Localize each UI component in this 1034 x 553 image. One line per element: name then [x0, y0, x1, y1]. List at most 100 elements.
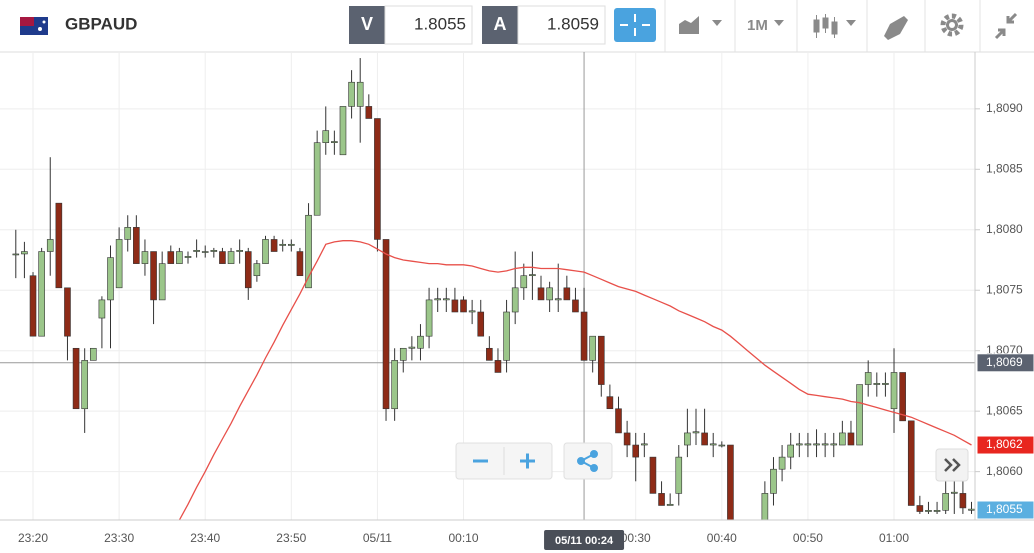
chart-type-button[interactable]: [679, 16, 722, 34]
candle-body: [563, 287, 571, 301]
candle-body: [796, 443, 803, 446]
x-tick-label: 23:20: [18, 531, 48, 545]
candle-body: [184, 256, 192, 258]
share-button[interactable]: [577, 450, 598, 472]
candle-body: [158, 263, 166, 301]
candle-body: [460, 299, 467, 313]
price-marker: [976, 353, 1034, 373]
candle-body: [666, 503, 674, 506]
candle-body: [623, 432, 631, 446]
candle-body: [150, 251, 157, 301]
zoom-controls: [455, 442, 613, 480]
candle-body: [46, 239, 54, 252]
candle-body: [692, 431, 700, 434]
candle-body: [12, 253, 20, 256]
candle-body: [339, 106, 347, 156]
candle-style-button[interactable]: [813, 14, 856, 38]
candle-body: [477, 311, 485, 337]
timeframe-button[interactable]: 1M: [747, 17, 784, 34]
candle-body: [253, 263, 261, 277]
candle-body: [322, 130, 330, 143]
candle-body: [442, 298, 450, 301]
crosshair-time-label: 05/11 00:24: [555, 535, 614, 547]
zoom-in[interactable]: [520, 453, 535, 469]
buy-price: 1.8059: [547, 14, 599, 33]
sell-button[interactable]: [349, 6, 385, 44]
candle-body: [236, 250, 243, 252]
settings-button[interactable]: [940, 13, 964, 37]
x-tick-label: 00:40: [707, 531, 737, 545]
candle-body: [675, 456, 683, 494]
buy-price-box[interactable]: [517, 5, 606, 45]
candle-body: [736, 538, 742, 539]
moving-average-line: [178, 240, 972, 520]
candle-body: [761, 493, 769, 520]
y-tick-label: 1,8075: [986, 282, 1023, 296]
candle-body: [98, 299, 106, 319]
drawing-tools-button[interactable]: [884, 16, 908, 40]
crosshair-time-box: [544, 530, 625, 550]
candle-body: [718, 444, 726, 447]
candle-body: [882, 383, 889, 385]
candle-body: [72, 347, 80, 410]
price-marker-label: 1,8055: [986, 502, 1023, 516]
candle-body: [133, 227, 140, 264]
candle-body: [365, 106, 373, 119]
x-tick-label: 23:30: [104, 531, 134, 545]
candle-body: [546, 287, 553, 301]
candle-body: [141, 251, 149, 264]
candle-body: [494, 360, 502, 373]
candle-body: [425, 299, 433, 337]
candle-body: [511, 287, 519, 313]
sell-label: V: [361, 14, 373, 34]
flag: [20, 17, 48, 35]
candle-body: [167, 251, 175, 264]
candle-body: [382, 239, 390, 410]
timeframe: 1M: [747, 17, 768, 34]
x-tick-label: 01:00: [879, 531, 909, 545]
candle-body: [709, 443, 717, 446]
candle-body: [176, 251, 183, 264]
candle-body: [399, 347, 407, 361]
candle-body: [847, 432, 855, 446]
candle-body: [907, 420, 915, 506]
scroll-right-button[interactable]: [935, 448, 969, 482]
candle-body: [486, 347, 493, 361]
candle-body: [727, 444, 734, 520]
collapse-button[interactable]: [994, 12, 1018, 40]
candle-body: [38, 251, 45, 337]
x-tick-label: 23:40: [190, 531, 220, 545]
crosshair-button[interactable]: [614, 8, 656, 42]
candle-body: [933, 510, 941, 512]
candle-body: [925, 510, 932, 512]
candle-body: [916, 505, 924, 512]
candle-body: [701, 432, 708, 446]
candle-body: [580, 311, 588, 361]
price-marker-label: 1,8062: [986, 437, 1023, 451]
candle-body: [408, 346, 416, 349]
candle-body: [572, 299, 579, 313]
x-tick-label: 05/11: [363, 531, 392, 545]
candle-body: [81, 360, 88, 410]
x-tick-label: 00:10: [449, 531, 479, 545]
sell-price-box[interactable]: [384, 5, 473, 45]
candle-body: [210, 250, 218, 252]
candle-body: [684, 432, 691, 446]
candle-body: [641, 443, 648, 446]
y-tick-label: 1,8090: [986, 101, 1023, 115]
candle-body: [305, 214, 312, 289]
candle-body: [356, 81, 364, 107]
candle-body: [968, 508, 975, 511]
candle-body: [864, 372, 872, 385]
symbol: GBPAUD: [65, 14, 137, 33]
candle-body: [839, 432, 846, 446]
y-tick-label: 1,8080: [986, 222, 1023, 236]
candle-body: [745, 537, 751, 538]
buy-button[interactable]: [482, 6, 518, 44]
candle-body: [348, 81, 355, 107]
candle-body: [606, 396, 614, 410]
candle-body: [270, 239, 278, 252]
candle-body: [873, 383, 881, 385]
buy-label: A: [494, 14, 507, 34]
candle-body: [55, 202, 63, 289]
